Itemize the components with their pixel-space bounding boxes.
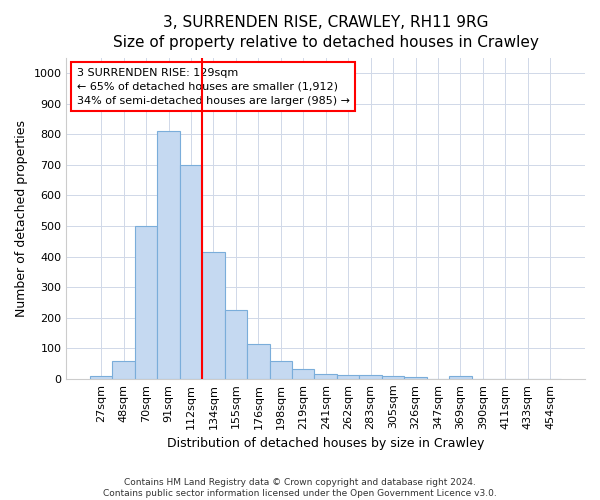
Bar bbox=[449, 376, 472, 379]
Bar bbox=[337, 374, 359, 379]
Text: Contains HM Land Registry data © Crown copyright and database right 2024.
Contai: Contains HM Land Registry data © Crown c… bbox=[103, 478, 497, 498]
Bar bbox=[404, 377, 427, 379]
Title: 3, SURRENDEN RISE, CRAWLEY, RH11 9RG
Size of property relative to detached house: 3, SURRENDEN RISE, CRAWLEY, RH11 9RG Siz… bbox=[113, 15, 539, 50]
Bar bbox=[224, 310, 247, 379]
Bar bbox=[157, 132, 180, 379]
Text: 3 SURRENDEN RISE: 129sqm
← 65% of detached houses are smaller (1,912)
34% of sem: 3 SURRENDEN RISE: 129sqm ← 65% of detach… bbox=[77, 68, 350, 106]
Bar bbox=[247, 344, 269, 379]
Bar bbox=[202, 252, 224, 379]
Bar bbox=[359, 375, 382, 379]
Bar bbox=[90, 376, 112, 379]
Bar bbox=[135, 226, 157, 379]
Y-axis label: Number of detached properties: Number of detached properties bbox=[15, 120, 28, 317]
Bar bbox=[382, 376, 404, 379]
X-axis label: Distribution of detached houses by size in Crawley: Distribution of detached houses by size … bbox=[167, 437, 484, 450]
Bar bbox=[314, 374, 337, 379]
Bar bbox=[112, 362, 135, 379]
Bar bbox=[269, 362, 292, 379]
Bar bbox=[292, 368, 314, 379]
Bar bbox=[180, 165, 202, 379]
